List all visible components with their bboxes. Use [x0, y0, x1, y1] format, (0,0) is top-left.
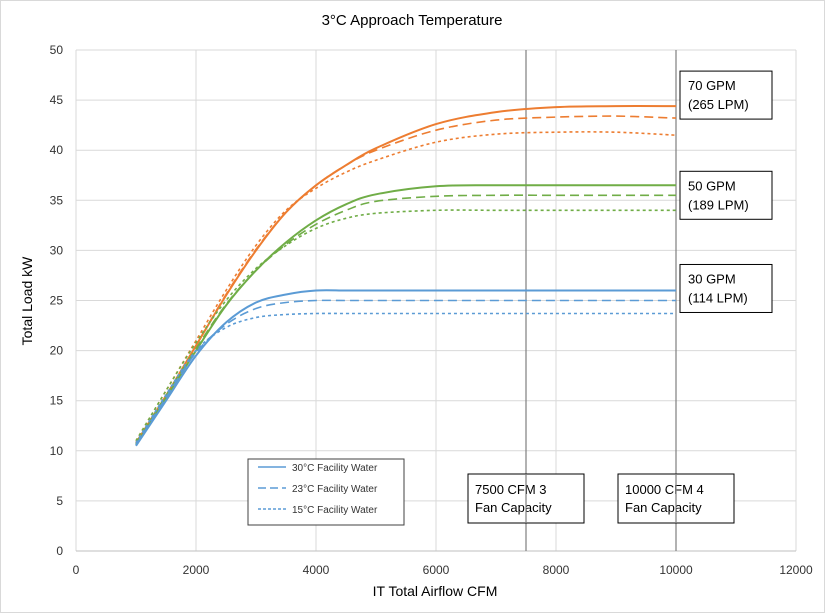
legend: 30°C Facility Water 23°C Facility Water 15…	[247, 458, 405, 526]
group-label-box	[679, 70, 773, 120]
group-label-line1: 70 GPM	[688, 78, 736, 93]
group-label-box	[679, 170, 773, 220]
y-tick-label: 0	[56, 544, 63, 558]
y-tick-label: 10	[50, 444, 64, 458]
legend-label: 23°C Facility Water	[292, 484, 378, 495]
x-tick-label: 12000	[779, 563, 813, 577]
group-label-box	[679, 263, 773, 313]
chart-title: 3°C Approach Temperature	[322, 12, 503, 29]
y-tick-label: 50	[50, 43, 64, 57]
x-tick-label: 2000	[183, 563, 210, 577]
group-label-line2: (265 LPM)	[688, 97, 749, 112]
series-line-gpm70-dotted	[135, 131, 677, 442]
reference-label-line1: 7500 CFM 3	[475, 482, 547, 497]
group-label-line1: 30 GPM	[688, 271, 736, 286]
group-label-line2: (114 LPM)	[688, 290, 748, 305]
x-tick-label: 10000	[659, 563, 693, 577]
annotation-layer: 70 GPM (265 LPM) 50 GPM (189 LPM) 30 GPM (114…	[467, 70, 773, 524]
axis-layer: 0 5 10 15 20 25 30 35 40 45 50 0 2000 4000 6000 8000 100…	[50, 43, 813, 577]
series-line-gpm30-dashed	[135, 299, 676, 446]
x-tick-label: 8000	[543, 563, 570, 577]
y-tick-label: 25	[50, 294, 64, 308]
y-tick-label: 35	[50, 193, 64, 207]
reference-label-line1: 10000 CFM 4	[625, 482, 704, 497]
series-line-gpm50-solid	[135, 184, 676, 446]
y-tick-label: 40	[50, 143, 64, 157]
x-tick-label: 0	[73, 563, 80, 577]
reference-label-line2: Fan Capacity	[625, 500, 702, 515]
reference-label-line2: Fan Capacity	[475, 500, 552, 515]
legend-box	[247, 458, 405, 526]
group-label-line1: 50 GPM	[688, 178, 736, 193]
y-tick-label: 45	[50, 93, 64, 107]
series-line-gpm50-dashed	[135, 194, 676, 445]
y-tick-label: 20	[50, 344, 64, 358]
x-tick-label: 6000	[423, 563, 450, 577]
legend-label: 30°C Facility Water	[292, 463, 378, 474]
y-tick-label: 5	[56, 494, 63, 508]
series-line-gpm70-dashed	[135, 115, 677, 444]
series-line-gpm30-solid	[135, 289, 676, 447]
y-tick-label: 30	[50, 243, 64, 257]
series-layer	[135, 105, 677, 447]
group-label-line2: (189 LPM)	[688, 197, 749, 212]
y-tick-label: 15	[50, 394, 64, 408]
series-line-gpm30-dotted	[135, 312, 676, 444]
legend-label: 15°C Facility Water	[292, 505, 378, 516]
x-tick-label: 4000	[303, 563, 330, 577]
x-axis-title: IT Total Airflow CFM	[373, 583, 498, 599]
y-axis-title: Total Load kW	[19, 256, 35, 345]
